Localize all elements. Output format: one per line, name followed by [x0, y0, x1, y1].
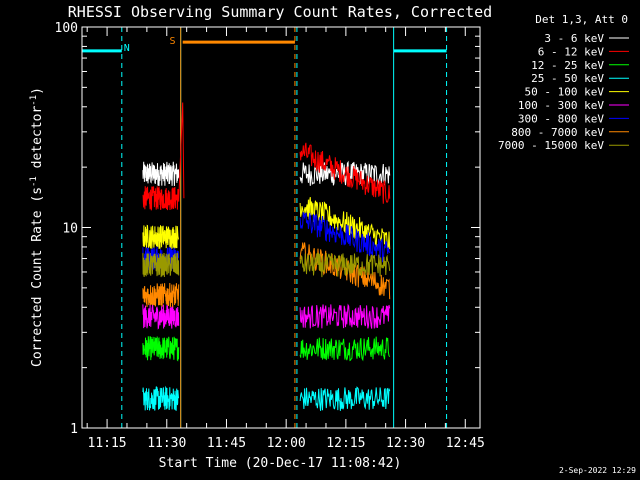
x-tick-label-1: 11:30: [147, 436, 186, 451]
y-axis-label: Corrected Count Rate (s-1 detector-1): [29, 87, 45, 367]
series-5: [142, 303, 391, 330]
annotation-S-label: S: [170, 36, 176, 47]
x-tick-label-6: 12:45: [446, 436, 485, 451]
y-tick-label-2: 100: [55, 21, 78, 36]
y-axis-label-sup1: -1: [29, 176, 39, 187]
legend-label-2: 12 - 25 keV: [531, 59, 604, 72]
legend-label-7: 800 - 7000 keV: [511, 126, 604, 139]
series-0-segment-1: [299, 160, 391, 186]
x-tick-label-5: 12:30: [386, 436, 425, 451]
series-0-segment-0: [142, 161, 180, 187]
series-7-segment-0: [142, 282, 180, 308]
y-axis-label-end: ): [30, 87, 45, 95]
series-8-segment-0: [142, 252, 180, 278]
annotation-N-label: N: [124, 43, 130, 54]
series-7: [142, 242, 391, 308]
series-4-segment-1: [299, 197, 391, 250]
series-layer: [142, 102, 391, 411]
series-3-segment-1: [299, 386, 391, 411]
series-6-segment-1: [299, 212, 391, 263]
series-8-segment-1: [299, 252, 391, 278]
legend-label-8: 7000 - 15000 keV: [498, 139, 604, 152]
x-tick-label-2: 11:45: [207, 436, 246, 451]
axis-layer: 1 10 100 11:15 11:30 11:45 12:00 12:15 12:30 12:4…: [55, 21, 485, 451]
series-1: [142, 102, 391, 211]
x-axis-label: Start Time (20-Dec-17 11:08:42): [159, 456, 402, 471]
legend-label-0: 3 - 6 keV: [544, 32, 604, 45]
annotation-layer: NS: [82, 27, 448, 428]
legend-label-5: 100 - 300 keV: [518, 99, 604, 112]
series-2-segment-0: [142, 336, 180, 362]
series-4: [142, 197, 391, 250]
legend-label-1: 6 - 12 keV: [538, 45, 605, 58]
series-1-segment-1: [299, 142, 391, 204]
x-tick-label-0: 11:15: [88, 436, 127, 451]
legend-label-3: 25 - 50 keV: [531, 72, 604, 85]
series-4-segment-0: [142, 224, 180, 250]
y-tick-label-0: 1: [70, 422, 78, 437]
series-8: [142, 252, 391, 278]
series-3: [142, 385, 391, 411]
y-tick-label-1: 10: [62, 222, 78, 237]
x-tick-label-3: 12:00: [267, 436, 306, 451]
y-axis-label-mid: detector: [30, 106, 45, 177]
chart-title: RHESSI Observing Summary Count Rates, Co…: [68, 3, 492, 21]
series-0: [142, 160, 391, 187]
series-5-segment-1: [299, 303, 391, 329]
series-3-segment-0: [142, 385, 180, 411]
y-axis-label-main: Corrected Count Rate (s: [30, 187, 45, 367]
legend-label-6: 300 - 800 keV: [518, 112, 604, 125]
plot-frame: [81, 26, 481, 429]
x-tick-label-4: 12:15: [326, 436, 365, 451]
series-1-segment-0: [142, 102, 185, 211]
y-axis-label-sup2: -1: [29, 95, 39, 106]
series-5-segment-0: [142, 304, 180, 330]
series-2-segment-1: [299, 336, 391, 362]
series-2: [142, 336, 391, 362]
legend-header: Det 1,3, Att 0: [535, 13, 628, 26]
footer-date: 2-Sep-2022 12:29: [559, 466, 636, 475]
legend-label-4: 50 - 100 keV: [525, 86, 605, 99]
